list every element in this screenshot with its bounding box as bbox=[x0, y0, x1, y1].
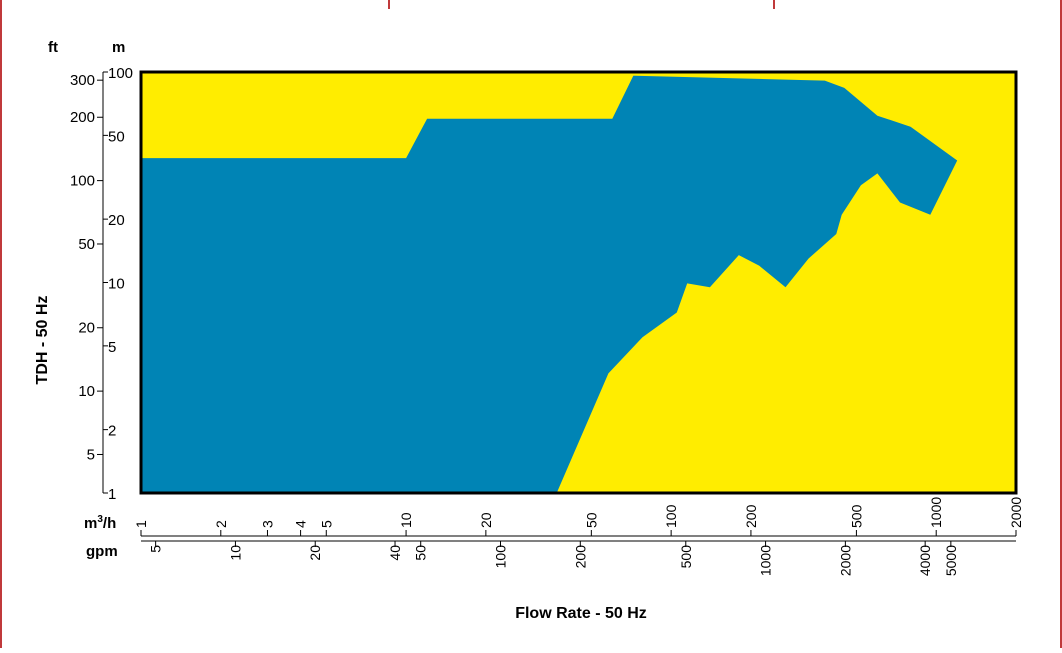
x-m3h-tick-label: 2000 bbox=[1008, 497, 1024, 528]
x-gpm-tick-label: 40 bbox=[387, 545, 403, 561]
x-gpm-tick-label: 200 bbox=[572, 545, 588, 569]
x-unit-m3h-tail: /h bbox=[103, 515, 116, 532]
x-m3h-tick-label: 20 bbox=[478, 512, 494, 528]
x-m3h-tick-label: 500 bbox=[848, 504, 864, 528]
x-gpm-tick-label: 4000 bbox=[917, 545, 933, 576]
y-m-tick-label: 100 bbox=[108, 65, 133, 82]
x-gpm-tick-label: 100 bbox=[493, 545, 509, 569]
y-unit-ft: ft bbox=[48, 39, 58, 56]
x-m3h-tick-label: 4 bbox=[293, 520, 309, 528]
x-gpm-tick-label: 500 bbox=[678, 545, 694, 569]
y-ft-tick-label: 50 bbox=[78, 236, 95, 253]
x-m3h-tick-label: 1 bbox=[133, 520, 149, 528]
x-axis-title: Flow Rate - 50 Hz bbox=[515, 605, 647, 622]
x-m3h-tick-group: 1 2 3 4 5 10 20 50 100 200 500 1000 2000 bbox=[133, 497, 1024, 536]
x-unit-m3h: m3/h bbox=[84, 514, 116, 532]
x-m3h-tick-label: 10 bbox=[398, 512, 414, 528]
x-gpm-tick-label: 1000 bbox=[758, 545, 774, 576]
y-m-tick-label: 5 bbox=[108, 339, 116, 356]
series-region bbox=[141, 75, 958, 493]
y-m-tick-label: 10 bbox=[108, 276, 125, 293]
y-m-tick-label: 2 bbox=[108, 423, 116, 440]
x-unit-m3h-sup: 3 bbox=[97, 514, 103, 525]
y-m-tick-label: 50 bbox=[108, 128, 125, 145]
y-m-tick-label: 20 bbox=[108, 212, 125, 229]
x-gpm-tick-label: 5000 bbox=[943, 545, 959, 576]
x-m3h-tick-label: 200 bbox=[743, 504, 759, 528]
y-m-tick-group: 100 50 20 10 5 2 1 bbox=[103, 65, 133, 503]
x-m3h-tick-label: 1000 bbox=[928, 497, 944, 528]
x-m3h-tick-label: 3 bbox=[259, 520, 275, 528]
x-unit-gpm: gpm bbox=[86, 543, 118, 560]
y-m-tick-label: 1 bbox=[108, 486, 116, 503]
x-gpm-tick-label: 50 bbox=[413, 545, 429, 561]
y-ft-tick-group: 300 200 100 50 20 10 5 bbox=[70, 72, 103, 463]
y-ft-tick-label: 300 bbox=[70, 72, 95, 89]
y-ft-tick-label: 100 bbox=[70, 173, 95, 190]
x-unit-m3h-base: m bbox=[84, 515, 97, 532]
y-ft-tick-label: 20 bbox=[78, 320, 95, 337]
x-gpm-tick-label: 10 bbox=[227, 545, 243, 561]
y-ft-tick-label: 5 bbox=[87, 446, 95, 463]
x-gpm-tick-label: 5 bbox=[148, 545, 164, 553]
y-unit-m: m bbox=[112, 39, 125, 56]
x-m3h-tick-label: 2 bbox=[213, 520, 229, 528]
x-gpm-tick-group: 5 10 20 40 50 100 200 500 1000 2000 4000 5000 bbox=[148, 541, 959, 576]
x-gpm-tick-label: 2000 bbox=[837, 545, 853, 576]
y-ft-tick-label: 10 bbox=[78, 383, 95, 400]
plot-frame bbox=[139, 70, 1018, 495]
y-axis-title: TDH - 50 Hz bbox=[34, 296, 51, 385]
x-m3h-tick-label: 100 bbox=[663, 504, 679, 528]
x-m3h-tick-label: 5 bbox=[318, 520, 334, 528]
x-gpm-tick-label: 20 bbox=[307, 545, 323, 561]
x-m3h-tick-label: 50 bbox=[583, 512, 599, 528]
y-ft-tick-label: 200 bbox=[70, 109, 95, 126]
